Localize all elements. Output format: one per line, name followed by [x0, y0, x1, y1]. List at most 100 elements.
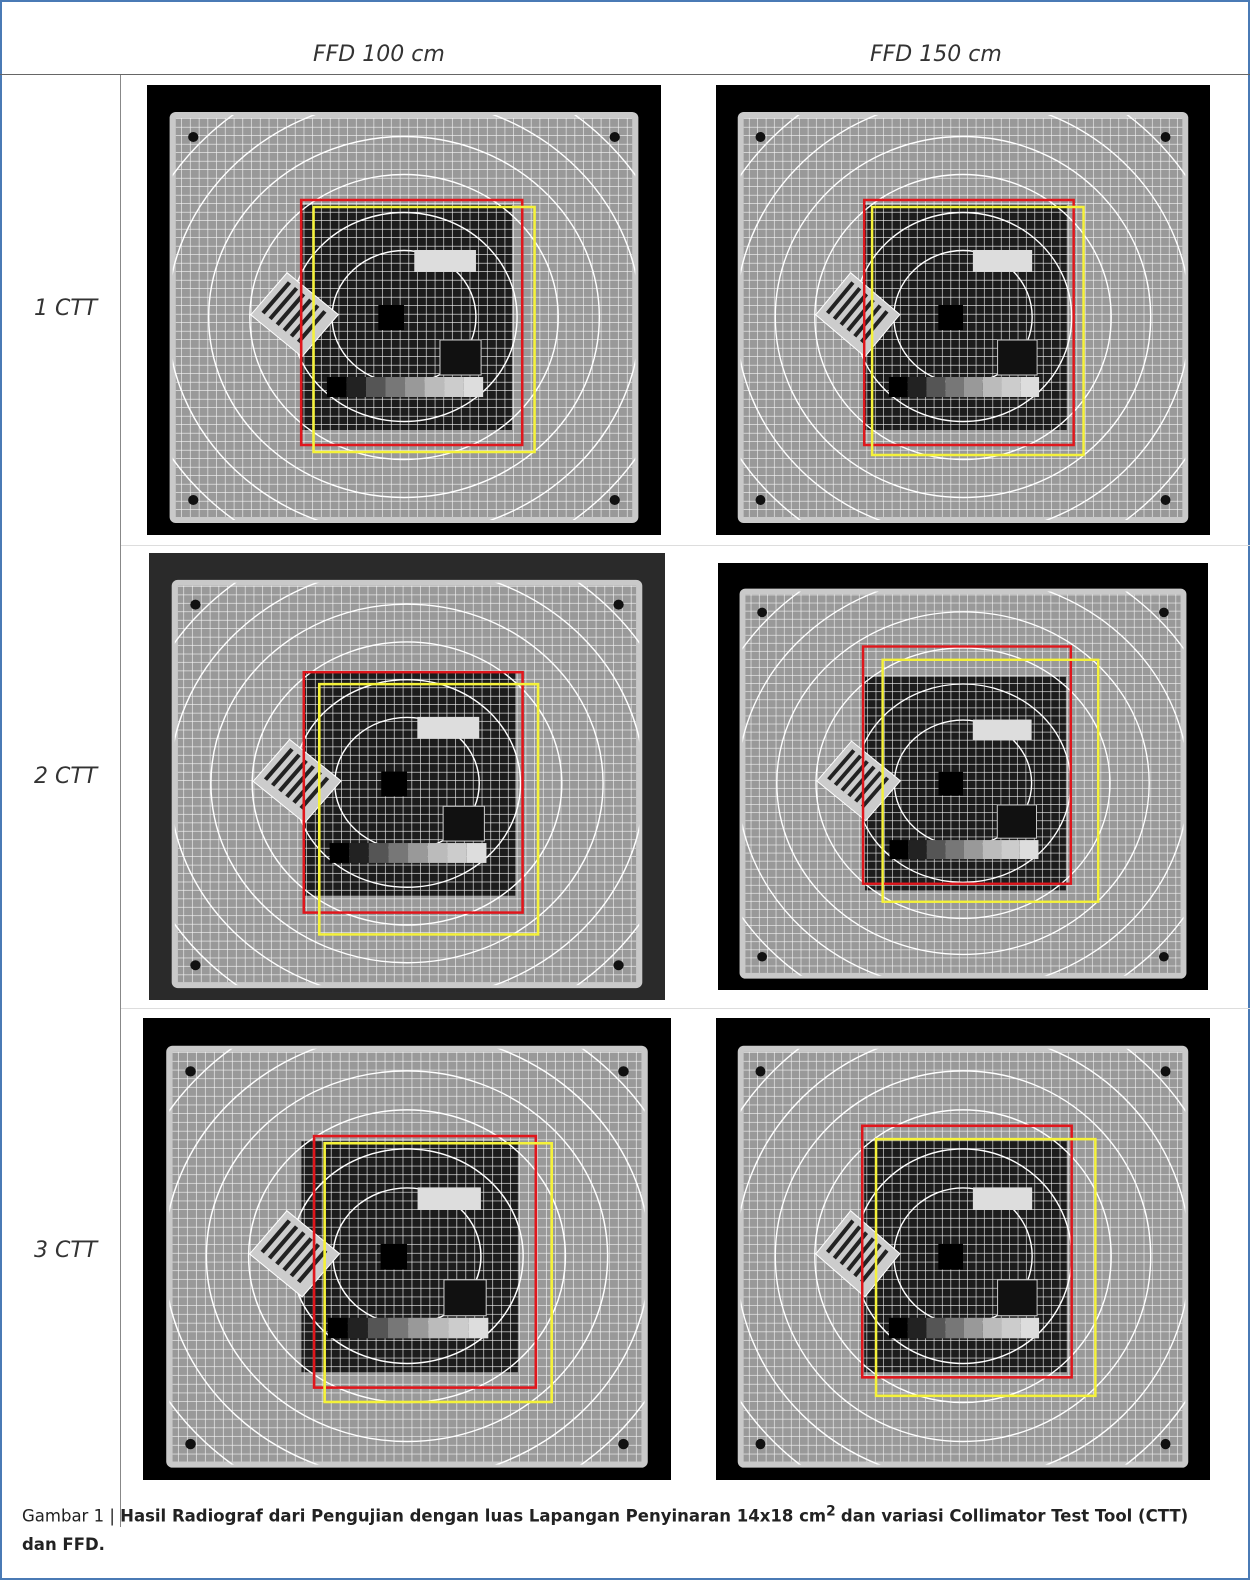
step-wedge — [369, 843, 389, 863]
step-wedge — [1002, 1318, 1021, 1339]
step-wedge — [964, 1318, 983, 1339]
fiducial — [757, 952, 767, 961]
radiograph-image — [716, 1018, 1210, 1480]
step-wedge — [468, 1318, 488, 1339]
step-wedge — [467, 843, 487, 863]
fiducial — [1161, 1439, 1171, 1449]
fiducial — [610, 495, 620, 505]
radiograph — [716, 85, 1210, 535]
fiducial — [756, 495, 766, 505]
step-wedge — [349, 843, 369, 863]
radiograph-image — [147, 85, 661, 535]
step-wedge — [447, 843, 467, 863]
step-wedge — [890, 840, 909, 859]
center-square — [381, 772, 407, 797]
header-rule — [0, 74, 1250, 75]
radiograph — [147, 85, 661, 535]
step-wedge — [889, 377, 908, 397]
step-wedge — [1020, 1318, 1039, 1339]
step-wedge — [405, 377, 425, 397]
fiducial — [756, 1066, 766, 1076]
step-wedge — [428, 1318, 448, 1339]
fiducial — [756, 132, 766, 142]
row-label: 2 CTT — [34, 764, 97, 789]
label-plate — [973, 720, 1032, 741]
fiducial — [1161, 495, 1171, 505]
fiducial — [613, 600, 623, 610]
dark-block — [440, 340, 481, 375]
label-plate — [414, 250, 476, 272]
step-wedge — [1002, 377, 1021, 397]
radiograph — [143, 1018, 671, 1480]
step-wedge — [448, 1318, 468, 1339]
caption-label: Gambar 1 | — [22, 1507, 115, 1526]
fiducial — [1159, 952, 1169, 961]
fiducial — [613, 960, 623, 970]
step-wedge — [368, 1318, 388, 1339]
step-wedge — [1001, 840, 1020, 859]
step-wedge — [927, 840, 946, 859]
dark-block — [443, 806, 484, 841]
step-wedge — [408, 1318, 428, 1339]
radiograph — [149, 553, 665, 1000]
fiducial — [188, 495, 198, 505]
step-wedge — [945, 377, 964, 397]
step-wedge — [983, 377, 1002, 397]
caption-title: Hasil Radiograf dari Pengujian dengan lu… — [120, 1507, 826, 1526]
row-label: 1 CTT — [34, 296, 97, 321]
dark-block — [998, 1280, 1038, 1316]
fiducial — [185, 1439, 196, 1449]
fiducial — [756, 1439, 766, 1449]
step-wedge — [1020, 840, 1039, 859]
radiograph-image — [143, 1018, 671, 1480]
center-square — [381, 1244, 407, 1270]
step-wedge — [945, 1318, 964, 1339]
fiducial — [618, 1066, 629, 1076]
radiograph — [716, 1018, 1210, 1480]
step-wedge — [964, 377, 983, 397]
column-rule — [120, 75, 121, 1527]
step-wedge — [983, 1318, 1002, 1339]
label-plate — [418, 1187, 481, 1210]
fiducial — [1161, 132, 1171, 142]
fiducial — [190, 960, 200, 970]
step-wedge — [428, 843, 448, 863]
step-wedge — [388, 1318, 408, 1339]
figure-caption: Gambar 1 | Hasil Radiograf dari Pengujia… — [22, 1497, 1202, 1559]
step-wedge — [889, 1318, 908, 1339]
radiograph-image — [149, 553, 665, 1000]
radiograph — [718, 563, 1208, 990]
step-wedge — [330, 843, 350, 863]
step-wedge — [388, 843, 408, 863]
step-wedge — [983, 840, 1002, 859]
column-header: FFD 150 cm — [870, 42, 1002, 67]
center-square — [378, 305, 404, 330]
page: FFD 100 cm FFD 150 cm 1 CTT 2 CTT 3 CTT … — [0, 0, 1250, 1580]
row-label: 3 CTT — [34, 1238, 97, 1263]
step-wedge — [327, 377, 347, 397]
fiducial — [1161, 1066, 1171, 1076]
radiograph-image — [716, 85, 1210, 535]
row-rule — [121, 1008, 1250, 1009]
label-plate — [973, 250, 1032, 272]
step-wedge — [1020, 377, 1039, 397]
fiducial — [190, 600, 200, 610]
column-header: FFD 100 cm — [313, 42, 445, 67]
fiducial — [618, 1439, 629, 1449]
center-square — [938, 1244, 963, 1270]
step-wedge — [385, 377, 405, 397]
label-plate — [973, 1187, 1032, 1210]
step-wedge — [926, 377, 945, 397]
dark-block — [998, 340, 1038, 375]
fiducial — [757, 608, 767, 617]
step-wedge — [926, 1318, 945, 1339]
radiograph-image — [718, 563, 1208, 990]
row-rule — [121, 545, 1250, 546]
step-wedge — [348, 1318, 368, 1339]
caption-superscript: 2 — [826, 1503, 836, 1519]
step-wedge — [346, 377, 366, 397]
dark-block — [997, 805, 1036, 838]
step-wedge — [328, 1318, 348, 1339]
step-wedge — [425, 377, 445, 397]
step-wedge — [464, 377, 484, 397]
